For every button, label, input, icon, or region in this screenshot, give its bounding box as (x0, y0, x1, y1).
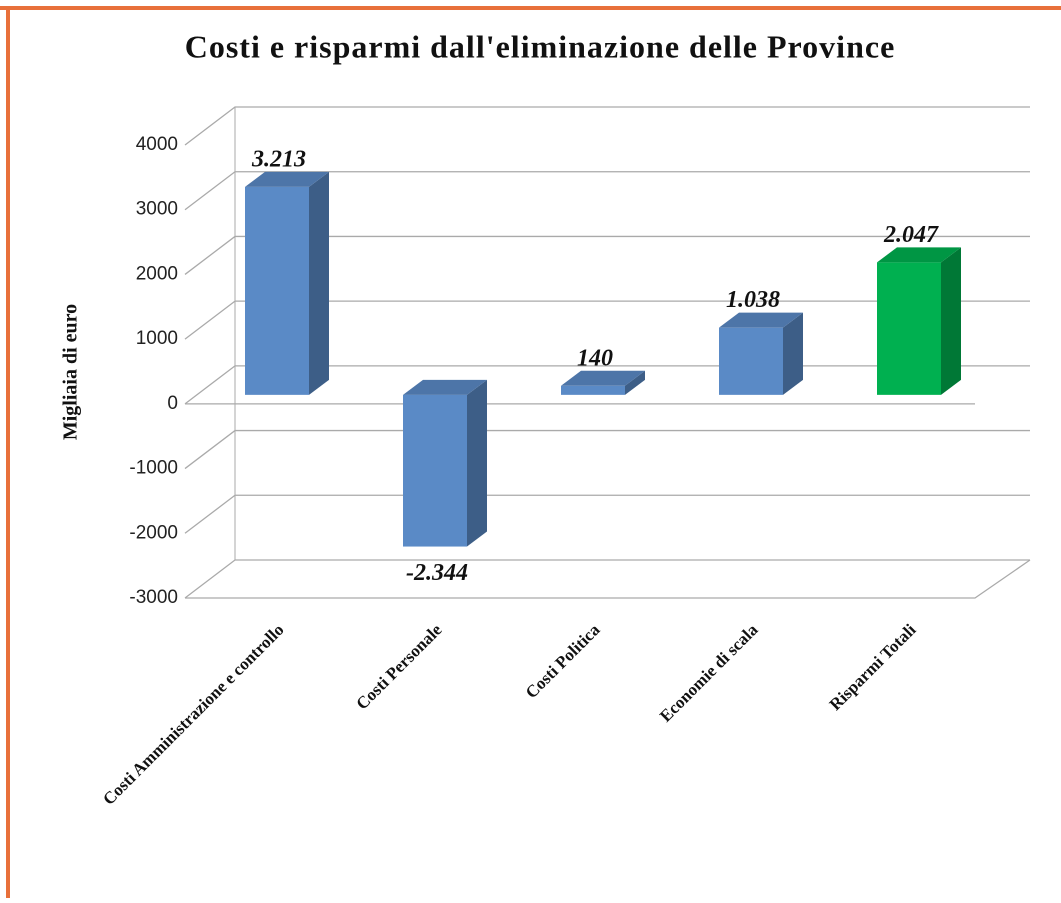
data-label: 3.213 (251, 146, 306, 172)
data-label: 1.038 (726, 287, 780, 313)
y-tick-label: 4000 (136, 134, 178, 155)
bar-side (309, 171, 329, 395)
grid-line (184, 559, 1030, 599)
y-tick-label: 2000 (136, 263, 178, 284)
x-tick-label: Economie di scala (656, 620, 762, 726)
x-tick-label: Costi Politica (522, 620, 604, 702)
floor (185, 559, 1031, 599)
bar-side (625, 370, 645, 395)
x-tick-label: Costi Amministrazione e controllo (99, 620, 287, 808)
y-tick-label: 3000 (136, 199, 178, 220)
bar-top (403, 379, 487, 395)
data-label: 140 (577, 345, 613, 371)
bar (719, 327, 783, 395)
bar (245, 186, 309, 395)
y-tick-label: -3000 (129, 587, 178, 608)
bar-side (783, 312, 803, 395)
bar-top (561, 370, 645, 386)
bar-top (719, 312, 803, 328)
bar-side (467, 379, 487, 547)
bar (403, 394, 467, 547)
grid-line (184, 171, 1030, 211)
grid-line (184, 429, 1030, 470)
bar-top (245, 171, 329, 187)
x-tick-label: Costi Personale (352, 620, 446, 714)
data-label: -2.344 (406, 560, 468, 586)
bar (877, 262, 941, 395)
bar (561, 385, 625, 395)
chart-title: Costi e risparmi dall'eliminazione delle… (185, 28, 896, 64)
bar-top (877, 247, 961, 263)
y-tick-label: -2000 (129, 522, 178, 543)
y-axis-label: Migliaia di euro (60, 304, 82, 440)
bar-side (941, 247, 961, 395)
y-tick-label: 0 (167, 393, 178, 414)
grid-line (184, 106, 1030, 146)
grid-line (184, 494, 1030, 534)
data-label: 2.047 (883, 222, 939, 248)
grid-line (184, 300, 1030, 340)
y-tick-label: 1000 (136, 328, 178, 349)
x-tick-label: Risparmi Totali (826, 620, 920, 714)
grid-line (184, 235, 1030, 275)
y-tick-label: -1000 (129, 458, 178, 479)
